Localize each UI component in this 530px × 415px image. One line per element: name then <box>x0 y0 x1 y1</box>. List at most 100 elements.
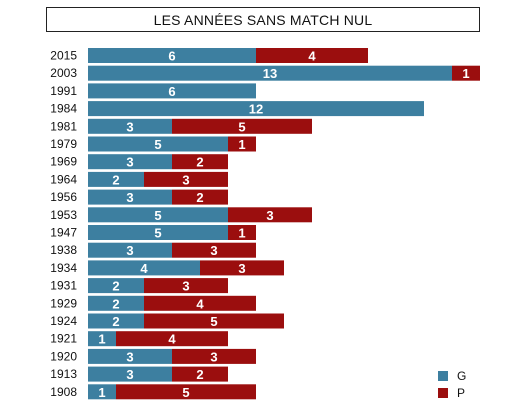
chart-title: LES ANNÉES SANS MATCH NUL <box>46 7 480 32</box>
bar-segment-g <box>88 136 228 152</box>
bar-segment-p <box>452 65 480 81</box>
data-label: 1 <box>462 66 469 81</box>
category-label: 1920 <box>50 349 77 363</box>
legend-swatch-p <box>438 388 448 398</box>
legend-label-g: G <box>457 369 467 383</box>
category-label: 1908 <box>50 385 77 399</box>
bar-segment-g <box>88 242 172 258</box>
bar-segment-g <box>88 171 144 187</box>
data-label: 4 <box>168 332 176 347</box>
data-label: 2 <box>196 367 203 382</box>
data-label: 5 <box>154 226 161 241</box>
data-label: 2 <box>112 172 119 187</box>
bar-segment-p <box>228 207 312 223</box>
data-label: 6 <box>168 84 175 99</box>
category-label: 1929 <box>50 296 77 310</box>
category-label: 1956 <box>50 190 77 204</box>
category-label: 1938 <box>50 243 77 257</box>
data-label: 3 <box>126 155 133 170</box>
bar-segment-p <box>172 154 228 170</box>
bar-segment-p <box>144 313 284 329</box>
data-label: 3 <box>126 243 133 258</box>
data-label: 1 <box>238 137 245 152</box>
legend-label-p: P <box>457 386 466 400</box>
data-label: 5 <box>154 137 161 152</box>
bar-segment-g <box>88 331 116 347</box>
bar-segment-p <box>172 242 256 258</box>
data-label: 13 <box>263 66 277 81</box>
bar-segment-g <box>88 278 144 294</box>
data-label: 4 <box>308 49 316 64</box>
bar-segment-g <box>88 225 228 240</box>
bar-segment-g <box>88 295 144 311</box>
bar-segment-p <box>172 366 228 382</box>
data-label: 1 <box>98 385 105 400</box>
bar-segment-g <box>88 313 144 329</box>
data-label: 2 <box>112 296 119 311</box>
category-label: 1934 <box>50 261 77 275</box>
data-label: 3 <box>126 119 133 134</box>
data-label: 3 <box>126 349 133 364</box>
bar-segment-p <box>144 171 228 187</box>
category-label: 1931 <box>50 279 77 293</box>
category-label: 1953 <box>50 208 77 222</box>
bar-segment-p <box>228 225 256 240</box>
bar-segment-p <box>144 278 228 294</box>
data-label: 3 <box>266 208 273 223</box>
data-label: 2 <box>112 279 119 294</box>
bar-segment-g <box>88 384 116 400</box>
data-label: 5 <box>210 314 217 329</box>
bar-segment-p <box>172 118 312 134</box>
category-label: 1921 <box>50 332 77 346</box>
legend-item-g: G <box>438 368 466 384</box>
category-label: 1991 <box>50 84 77 98</box>
bar-segment-g <box>88 207 228 223</box>
data-label: 3 <box>210 243 217 258</box>
bar-segment-g <box>88 189 172 205</box>
data-label: 2 <box>112 314 119 329</box>
data-label: 5 <box>182 385 189 400</box>
category-label: 1924 <box>50 314 77 328</box>
data-label: 12 <box>249 102 263 117</box>
bar-segment-p <box>228 136 256 152</box>
bar-segment-g <box>88 260 200 276</box>
category-label: 2003 <box>50 66 77 80</box>
data-label: 5 <box>154 208 161 223</box>
bar-segment-p <box>144 295 256 311</box>
data-label: 3 <box>126 367 133 382</box>
bar-segment-g <box>88 48 256 63</box>
category-label: 1979 <box>50 137 77 151</box>
bar-segment-p <box>172 189 228 205</box>
bar-segment-p <box>116 331 228 347</box>
data-label: 3 <box>182 172 189 187</box>
category-label: 2015 <box>50 49 77 63</box>
bar-segment-g <box>88 83 256 99</box>
legend-swatch-g <box>438 371 448 381</box>
category-label: 1947 <box>50 226 77 240</box>
data-label: 5 <box>238 119 245 134</box>
data-label: 2 <box>196 190 203 205</box>
data-label: 1 <box>238 226 245 241</box>
category-label: 1981 <box>50 119 77 133</box>
bar-segment-p <box>200 260 284 276</box>
bar-segment-g <box>88 348 172 364</box>
bar-segment-g <box>88 118 172 134</box>
data-label: 3 <box>238 261 245 276</box>
category-label: 1913 <box>50 367 77 381</box>
data-label: 3 <box>182 279 189 294</box>
bar-segment-g <box>88 154 172 170</box>
data-label: 2 <box>196 155 203 170</box>
data-label: 3 <box>126 190 133 205</box>
bar-segment-g <box>88 101 424 117</box>
bar-segment-p <box>116 384 256 400</box>
data-label: 3 <box>210 349 217 364</box>
category-label: 1984 <box>50 102 77 116</box>
bar-segment-g <box>88 65 452 81</box>
data-label: 6 <box>168 49 175 64</box>
legend: G P <box>438 368 466 402</box>
bar-segment-p <box>172 348 256 364</box>
bar-segment-p <box>256 48 368 63</box>
category-label: 1969 <box>50 155 77 169</box>
data-label: 4 <box>196 296 204 311</box>
